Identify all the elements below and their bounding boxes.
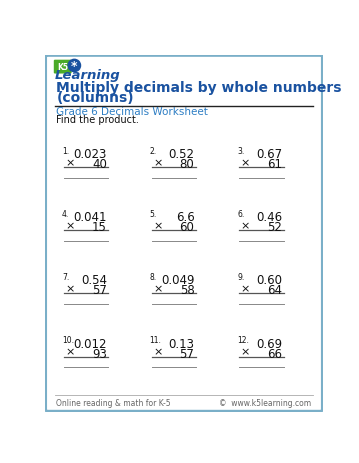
Text: Online reading & math for K-5: Online reading & math for K-5 (56, 398, 171, 407)
Text: 0.60: 0.60 (256, 274, 282, 287)
Text: 0.46: 0.46 (256, 211, 282, 224)
Text: 1.: 1. (62, 146, 69, 155)
Text: Learning: Learning (55, 69, 121, 81)
Text: 60: 60 (180, 221, 195, 234)
FancyBboxPatch shape (54, 61, 71, 75)
Text: 0.52: 0.52 (168, 148, 195, 161)
Text: 66: 66 (267, 347, 282, 360)
Text: 58: 58 (180, 284, 195, 297)
Text: 0.023: 0.023 (74, 148, 107, 161)
Text: K5: K5 (57, 63, 68, 72)
Text: 3.: 3. (237, 146, 244, 155)
Text: Grade 6 Decimals Worksheet: Grade 6 Decimals Worksheet (56, 107, 208, 117)
Text: 6.6: 6.6 (176, 211, 195, 224)
Text: 57: 57 (180, 347, 195, 360)
Text: 0.13: 0.13 (168, 337, 195, 350)
Text: 8.: 8. (149, 272, 157, 281)
Text: 4.: 4. (62, 209, 69, 218)
Text: 80: 80 (180, 158, 195, 171)
Text: ×: × (153, 347, 163, 357)
Text: 57: 57 (92, 284, 107, 297)
Text: ×: × (66, 347, 75, 357)
Text: ×: × (241, 347, 250, 357)
Text: 12.: 12. (237, 335, 249, 344)
Text: 0.041: 0.041 (73, 211, 107, 224)
Text: 0.67: 0.67 (256, 148, 282, 161)
Text: 15: 15 (92, 221, 107, 234)
Text: ©  www.k5learning.com: © www.k5learning.com (219, 398, 312, 407)
Circle shape (68, 60, 80, 73)
Text: *: * (71, 60, 78, 73)
Text: 7.: 7. (62, 272, 69, 281)
Text: ×: × (66, 158, 75, 168)
Text: ×: × (241, 284, 250, 294)
Text: 61: 61 (267, 158, 282, 171)
Text: 9.: 9. (237, 272, 244, 281)
Text: 64: 64 (267, 284, 282, 297)
Text: 6.: 6. (237, 209, 244, 218)
Text: ×: × (153, 284, 163, 294)
Text: 93: 93 (92, 347, 107, 360)
Text: ×: × (241, 158, 250, 168)
Text: 0.54: 0.54 (81, 274, 107, 287)
Text: (columns): (columns) (56, 91, 134, 105)
Text: ×: × (66, 221, 75, 231)
Text: 40: 40 (92, 158, 107, 171)
Text: 2.: 2. (149, 146, 157, 155)
Text: Find the product.: Find the product. (56, 115, 139, 125)
Text: 11.: 11. (149, 335, 162, 344)
Text: ×: × (66, 284, 75, 294)
Text: 0.049: 0.049 (161, 274, 195, 287)
Text: 52: 52 (267, 221, 282, 234)
Text: 0.012: 0.012 (73, 337, 107, 350)
Text: ×: × (153, 158, 163, 168)
Text: 5.: 5. (149, 209, 157, 218)
Text: 0.69: 0.69 (256, 337, 282, 350)
Text: ×: × (241, 221, 250, 231)
Text: ×: × (153, 221, 163, 231)
Text: 10.: 10. (62, 335, 74, 344)
FancyBboxPatch shape (46, 56, 322, 411)
Text: Multiply decimals by whole numbers: Multiply decimals by whole numbers (56, 81, 342, 94)
